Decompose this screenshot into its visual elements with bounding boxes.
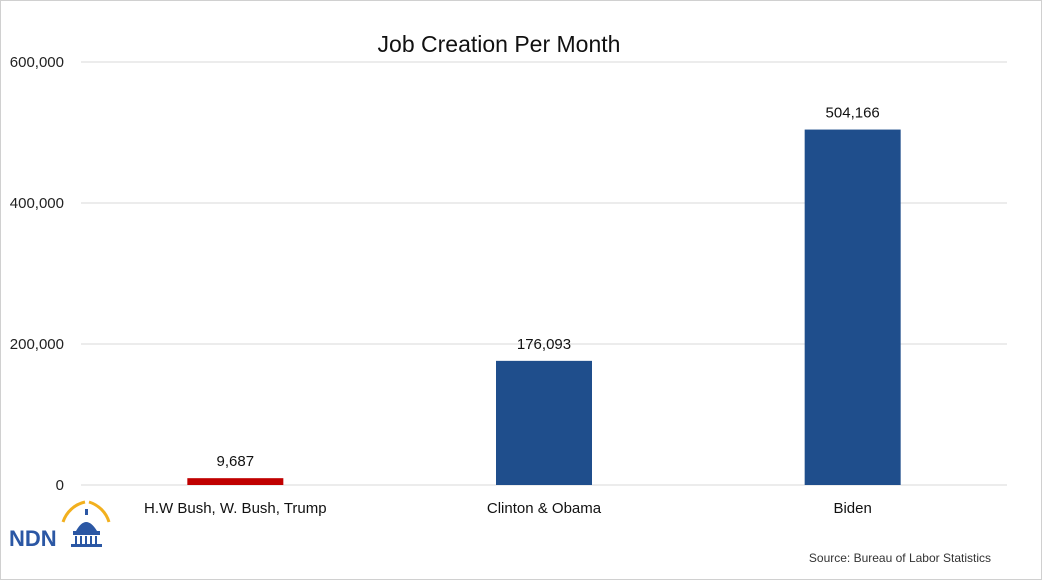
dome-spire: [85, 509, 88, 515]
dome-column: [80, 536, 82, 544]
data-label: 176,093: [517, 336, 571, 353]
dome-column: [85, 536, 87, 544]
dome-top: [76, 522, 97, 531]
logo-wordmark: NDN: [9, 526, 57, 551]
y-axis-ticks: 0 200,000 400,000 600,000: [10, 54, 64, 494]
chart-title: Job Creation Per Month: [378, 31, 621, 57]
data-labels: 9,687 176,093 504,166: [217, 105, 880, 471]
logo-arc-right: [88, 500, 111, 523]
capitol-dome-icon: [61, 500, 111, 547]
source-note: Source: Bureau of Labor Statistics: [809, 551, 991, 565]
y-tick-label: 600,000: [10, 54, 64, 71]
bars: [187, 129, 901, 485]
y-tick-label: 0: [56, 477, 64, 494]
dome-column: [90, 536, 92, 544]
y-tick-label: 400,000: [10, 195, 64, 212]
dome-column: [95, 536, 97, 544]
dome-base: [73, 531, 100, 535]
bar: [496, 360, 592, 485]
logo-arc-left: [61, 500, 86, 523]
bar: [804, 129, 901, 485]
x-category-label: H.W Bush, W. Bush, Trump: [144, 500, 327, 517]
y-tick-label: 200,000: [10, 336, 64, 353]
data-label: 9,687: [217, 453, 255, 470]
x-category-label: Biden: [833, 500, 871, 517]
bar: [187, 478, 284, 485]
ndn-logo: NDN: [9, 500, 111, 551]
dome-steps: [71, 544, 102, 547]
data-label: 504,166: [826, 105, 880, 122]
dome-column: [75, 536, 77, 544]
x-category-label: Clinton & Obama: [487, 500, 602, 517]
x-axis-categories: H.W Bush, W. Bush, Trump Clinton & Obama B…: [144, 500, 872, 517]
